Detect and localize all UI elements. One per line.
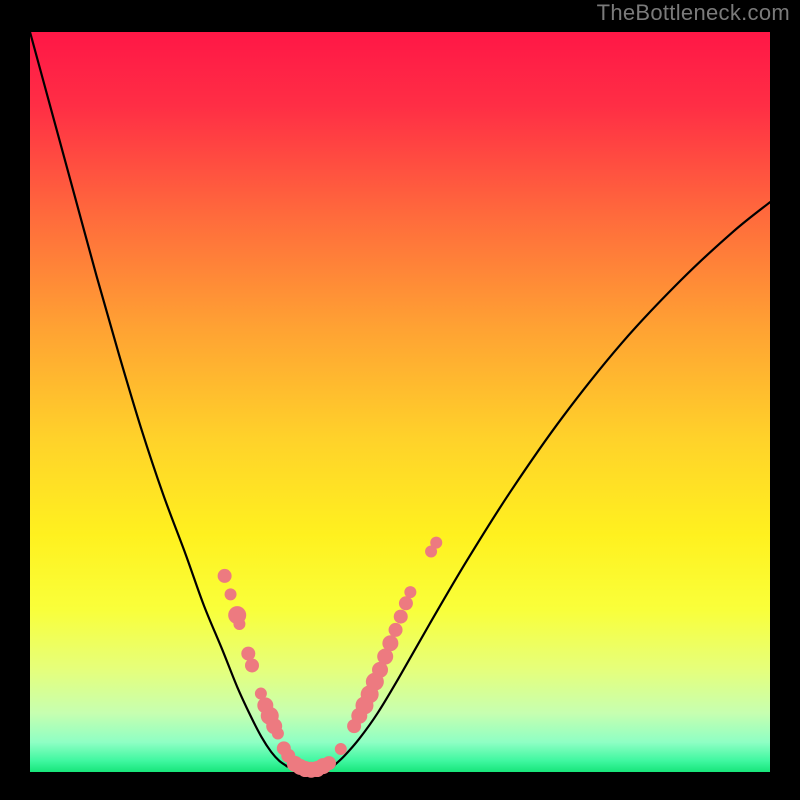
data-marker <box>233 618 245 630</box>
chart-stage: TheBottleneck.com <box>0 0 800 800</box>
data-marker <box>241 647 255 661</box>
data-marker <box>272 728 284 740</box>
data-marker <box>245 658 259 672</box>
watermark-text: TheBottleneck.com <box>597 0 790 26</box>
data-marker <box>322 756 336 770</box>
data-marker <box>225 588 237 600</box>
plot-background <box>30 32 770 772</box>
data-marker <box>335 743 347 755</box>
data-marker <box>382 635 398 651</box>
data-marker <box>404 586 416 598</box>
data-marker <box>394 610 408 624</box>
data-marker <box>399 596 413 610</box>
data-marker <box>430 537 442 549</box>
data-marker <box>389 623 403 637</box>
bottleneck-chart <box>0 0 800 800</box>
data-marker <box>218 569 232 583</box>
